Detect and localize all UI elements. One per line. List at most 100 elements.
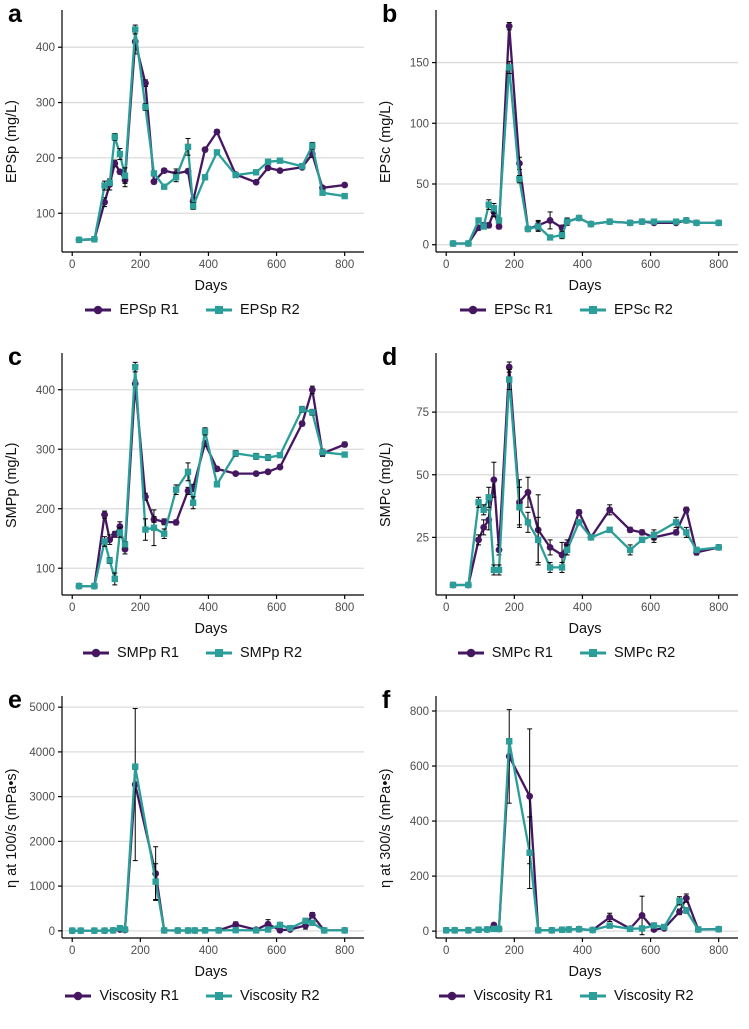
legend-item-r2: SMPp R2 [205,645,302,661]
y-axis-label-f: η at 300/s (mPa•s) [378,768,394,888]
svg-text:400: 400 [36,385,55,397]
legend-f: Viscosity R1 Viscosity R2 [396,988,736,1004]
svg-text:1000: 1000 [29,881,55,893]
legend-label-r2: EPSp R2 [240,302,300,318]
svg-text:600: 600 [267,259,286,271]
svg-text:200: 200 [505,602,524,614]
y-axis-label-c: SMPp (mg/L) [4,442,20,528]
svg-text:400: 400 [199,945,218,957]
chart-smpp: 100 200 300 400 0 200 400 600 800 [36,353,364,614]
legend-label-r2: Viscosity R2 [614,988,694,1004]
legend-label-r1: SMPc R1 [491,645,553,661]
y-axis-label-d: SMPc (mg/L) [378,442,394,528]
svg-text:800: 800 [709,945,728,957]
x-axis-label-a: Days [194,278,228,294]
svg-text:100: 100 [36,208,55,220]
panel-letter-c: c [8,343,22,371]
svg-text:800: 800 [709,259,728,271]
svg-text:0: 0 [423,240,429,252]
svg-text:75: 75 [416,407,429,419]
svg-text:0: 0 [443,602,449,614]
legend-c: SMPp R1 SMPp R2 [22,645,362,661]
legend-item-r1: Viscosity R1 [64,988,179,1004]
y-axis-label-a: EPSp (mg/L) [4,100,20,184]
svg-text:3000: 3000 [29,792,55,804]
svg-text:100: 100 [410,118,429,130]
legend-label-r2: SMPp R2 [240,645,303,661]
legend-label-r1: SMPp R1 [116,645,179,661]
svg-text:0: 0 [49,926,55,938]
x-axis-label-d: Days [568,621,602,637]
svg-text:2000: 2000 [29,836,55,848]
legend-item-r1: EPSp R1 [84,302,179,318]
svg-text:800: 800 [709,602,728,614]
legend-label-r1: Viscosity R1 [99,988,179,1004]
svg-text:600: 600 [267,602,286,614]
svg-text:800: 800 [335,259,354,271]
svg-text:400: 400 [410,816,429,828]
svg-text:800: 800 [410,706,429,718]
legend-item-r2: Viscosity R2 [205,988,320,1004]
svg-text:200: 200 [131,259,150,271]
panel-letter-a: a [8,0,22,28]
legend-d: SMPc R1 SMPc R2 [396,645,736,661]
panel-letter-f: f [382,686,391,714]
legend-marker-square-icon [205,646,233,660]
panel-e: e η at 100/s (mPa•s) 0 1000 2000 3000 4000 50… [0,686,374,1029]
legend-marker-square-icon [205,303,233,317]
svg-text:600: 600 [410,761,429,773]
legend-marker-circle-icon [64,989,92,1003]
legend-marker-circle-icon [438,989,466,1003]
legend-item-r2: EPSp R2 [205,302,300,318]
legend-label-r1: EPSc R1 [494,302,553,318]
legend-marker-square-icon [205,989,233,1003]
svg-text:100: 100 [36,563,55,575]
x-axis-label-f: Days [568,964,602,980]
svg-text:200: 200 [410,871,429,883]
svg-text:0: 0 [69,945,75,957]
svg-text:0: 0 [423,926,429,938]
legend-marker-square-icon [579,989,607,1003]
chart-viscosity-300: 0 200 400 600 800 0 200 400 600 800 [410,696,738,957]
x-axis-label-b: Days [568,278,602,294]
svg-text:50: 50 [416,470,429,482]
svg-text:200: 200 [505,259,524,271]
svg-text:600: 600 [267,945,286,957]
panel-c: c SMPp (mg/L) 100 200 300 400 0 200 400 600 800 … [0,343,374,686]
legend-item-r1: Viscosity R1 [438,988,553,1004]
chart-smpc: 25 50 75 0 200 400 600 800 [416,353,738,614]
panel-letter-b: b [382,0,398,28]
legend-a: EPSp R1 EPSp R2 [22,302,362,318]
svg-text:400: 400 [573,259,592,271]
svg-text:0: 0 [443,259,449,271]
chart-viscosity-100: 0 1000 2000 3000 4000 5000 0 200 400 600 800 [29,696,364,957]
panel-d: d SMPc (mg/L) 25 50 75 0 200 400 600 800 Days S… [374,343,749,686]
panel-b: b EPSc (mg/L) 0 50 100 150 0 200 400 600 800 Day… [374,0,749,343]
x-axis-label-c: Days [194,621,228,637]
y-axis-label-b: EPSc (mg/L) [378,100,394,184]
legend-label-r2: EPSc R2 [614,302,673,318]
legend-marker-circle-icon [82,646,110,660]
svg-text:25: 25 [416,532,429,544]
svg-text:800: 800 [335,602,354,614]
legend-marker-square-icon [579,646,607,660]
svg-text:0: 0 [443,945,449,957]
svg-text:0: 0 [69,259,75,271]
chart-epsc: 0 50 100 150 0 200 400 600 800 [410,10,738,271]
panel-letter-d: d [382,343,398,371]
legend-b: EPSc R1 EPSc R2 [396,302,736,318]
legend-item-r1: EPSc R1 [459,302,553,318]
svg-text:200: 200 [505,945,524,957]
panel-a: a EPSp (mg/L) 100 200 300 400 0 200 400 600 800 … [0,0,374,343]
legend-item-r1: SMPp R1 [82,645,179,661]
svg-text:800: 800 [335,945,354,957]
svg-text:400: 400 [199,602,218,614]
svg-text:300: 300 [36,98,55,110]
y-axis-label-e: η at 100/s (mPa•s) [4,768,20,888]
legend-item-r2: Viscosity R2 [579,988,694,1004]
svg-text:4000: 4000 [29,747,55,759]
svg-text:200: 200 [131,602,150,614]
svg-text:5000: 5000 [29,702,55,714]
svg-text:400: 400 [573,945,592,957]
